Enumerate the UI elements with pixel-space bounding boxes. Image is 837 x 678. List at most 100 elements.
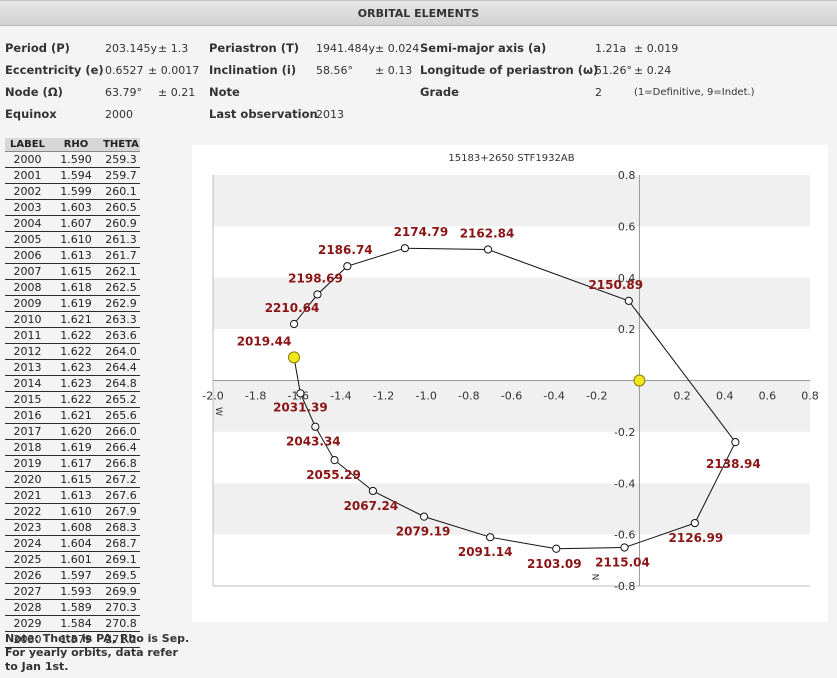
orbit-point <box>419 512 429 521</box>
row-label: 2029 <box>5 615 50 632</box>
row-label: 2007 <box>5 263 50 280</box>
grid-band <box>213 380 810 432</box>
table-row: 2008 1.618 262.5 <box>5 279 140 296</box>
table-row: 2002 1.599 260.1 <box>5 183 140 200</box>
orbit-point <box>368 486 378 496</box>
table-row: 2025 1.601 269.1 <box>5 551 140 568</box>
row-theta: 267.6 <box>102 487 140 504</box>
table-row: 2018 1.619 266.4 <box>5 439 140 456</box>
row-rho: 1.589 <box>50 599 102 616</box>
orbit-point <box>690 518 699 528</box>
inclination-error: ± 0.13 <box>375 64 413 77</box>
x-tick-label: -0.8 <box>458 390 479 403</box>
row-label: 2023 <box>5 519 50 536</box>
table-row: 2013 1.623 264.4 <box>5 359 140 376</box>
eccentricity-error: ± 0.0017 <box>148 64 200 77</box>
orbit-point <box>400 244 409 253</box>
row-theta: 269.1 <box>102 551 140 568</box>
node-value: 63.79° <box>105 86 142 99</box>
grid-band <box>213 483 810 535</box>
row-theta: 260.5 <box>102 199 140 216</box>
x-tick-label: 0.2 <box>673 390 691 403</box>
orbit-point-label: 2138.94 <box>706 457 761 471</box>
row-label: 2013 <box>5 359 50 376</box>
row-theta: 266.4 <box>102 439 140 456</box>
y-axis-letter: N <box>589 574 599 581</box>
longitude-periastron-error: ± 0.24 <box>634 64 672 77</box>
row-label: 2011 <box>5 327 50 344</box>
theta-column-header: THETA <box>102 138 140 152</box>
grid-band <box>213 175 810 227</box>
table-row: 2012 1.622 264.0 <box>5 343 140 360</box>
equinox-label: Equinox <box>5 107 57 121</box>
row-label: 2019 <box>5 455 50 472</box>
orbit-point-label: 2019.44 <box>237 334 292 348</box>
y-tick-label: -0.8 <box>614 580 635 593</box>
orbit-point-label: 2198.69 <box>288 271 343 285</box>
row-label: 2014 <box>5 375 50 392</box>
row-rho: 1.584 <box>50 615 102 632</box>
table-row: 2003 1.603 260.5 <box>5 199 140 216</box>
orbit-plot-svg: -2.0-1.8-1.6-1.4-1.2-1.0-0.8-0.6-0.4-0.2… <box>202 153 818 593</box>
row-rho: 1.622 <box>50 391 102 408</box>
orbit-point-label: 2115.04 <box>595 555 650 569</box>
y-tick-label: 0.4 <box>618 272 636 285</box>
inclination-value: 58.56° <box>316 64 353 77</box>
orbit-point <box>552 544 561 553</box>
x-tick-label: -1.0 <box>415 390 436 403</box>
table-row: 2020 1.615 267.2 <box>5 471 140 488</box>
row-rho: 1.615 <box>50 263 102 280</box>
orbit-point <box>620 543 629 552</box>
orbit-point-label: 2174.79 <box>394 225 449 239</box>
row-rho: 1.604 <box>50 535 102 552</box>
orbit-point <box>483 245 493 254</box>
row-theta: 261.7 <box>102 247 140 264</box>
table-row: 2007 1.615 262.1 <box>5 263 140 280</box>
x-tick-label: -1.8 <box>245 390 266 403</box>
orbit-point-label: 2210.64 <box>265 301 320 315</box>
table-row: 2026 1.597 269.5 <box>5 567 140 584</box>
table-row: 2017 1.620 266.0 <box>5 423 140 440</box>
row-theta: 265.2 <box>102 391 140 408</box>
row-rho: 1.610 <box>50 503 102 520</box>
row-theta: 269.9 <box>102 583 140 600</box>
x-tick-label: -0.6 <box>501 390 522 403</box>
table-row: 2001 1.594 259.7 <box>5 167 140 184</box>
orbit-point-label: 2186.74 <box>318 243 373 257</box>
orbit-point <box>289 319 299 329</box>
grid-band <box>213 277 810 330</box>
table-row: 2028 1.589 270.3 <box>5 599 140 616</box>
row-label: 2022 <box>5 503 50 520</box>
grade-label: Grade <box>420 85 459 99</box>
row-label: 2024 <box>5 535 50 552</box>
x-tick-label: 0.6 <box>759 390 777 403</box>
grid-band <box>213 226 810 278</box>
x-tick-label: -2.0 <box>202 390 223 403</box>
row-theta: 270.8 <box>102 615 140 632</box>
orbit-chart: -2.0-1.8-1.6-1.4-1.2-1.0-0.8-0.6-0.4-0.2… <box>192 145 828 622</box>
periastron-value: 1941.484y <box>316 42 375 55</box>
row-label: 2017 <box>5 423 50 440</box>
orbit-point <box>311 422 320 431</box>
row-theta: 259.3 <box>102 151 140 168</box>
row-rho: 1.623 <box>50 375 102 392</box>
row-label: 2010 <box>5 311 50 328</box>
x-tick-label: -0.4 <box>543 390 564 403</box>
row-theta: 264.8 <box>102 375 140 392</box>
orbit-point-label: 2150.89 <box>588 278 643 292</box>
row-rho: 1.613 <box>50 487 102 504</box>
orbit-point <box>486 533 495 542</box>
inclination-label: Inclination (i) <box>209 63 297 77</box>
node-error: ± 0.21 <box>158 86 196 99</box>
row-theta: 267.2 <box>102 471 140 488</box>
table-row: 2016 1.621 265.6 <box>5 407 140 424</box>
current-position-marker <box>288 351 301 364</box>
row-rho: 1.618 <box>50 279 102 296</box>
periastron-error: ± 0.024 <box>375 42 420 55</box>
orbit-point-label: 2103.09 <box>527 557 582 571</box>
y-tick-label: -0.4 <box>614 477 635 490</box>
row-theta: 268.7 <box>102 535 140 552</box>
orbit-point-label: 2043.34 <box>286 435 341 449</box>
row-theta: 264.0 <box>102 343 140 360</box>
grid-band <box>213 431 810 484</box>
